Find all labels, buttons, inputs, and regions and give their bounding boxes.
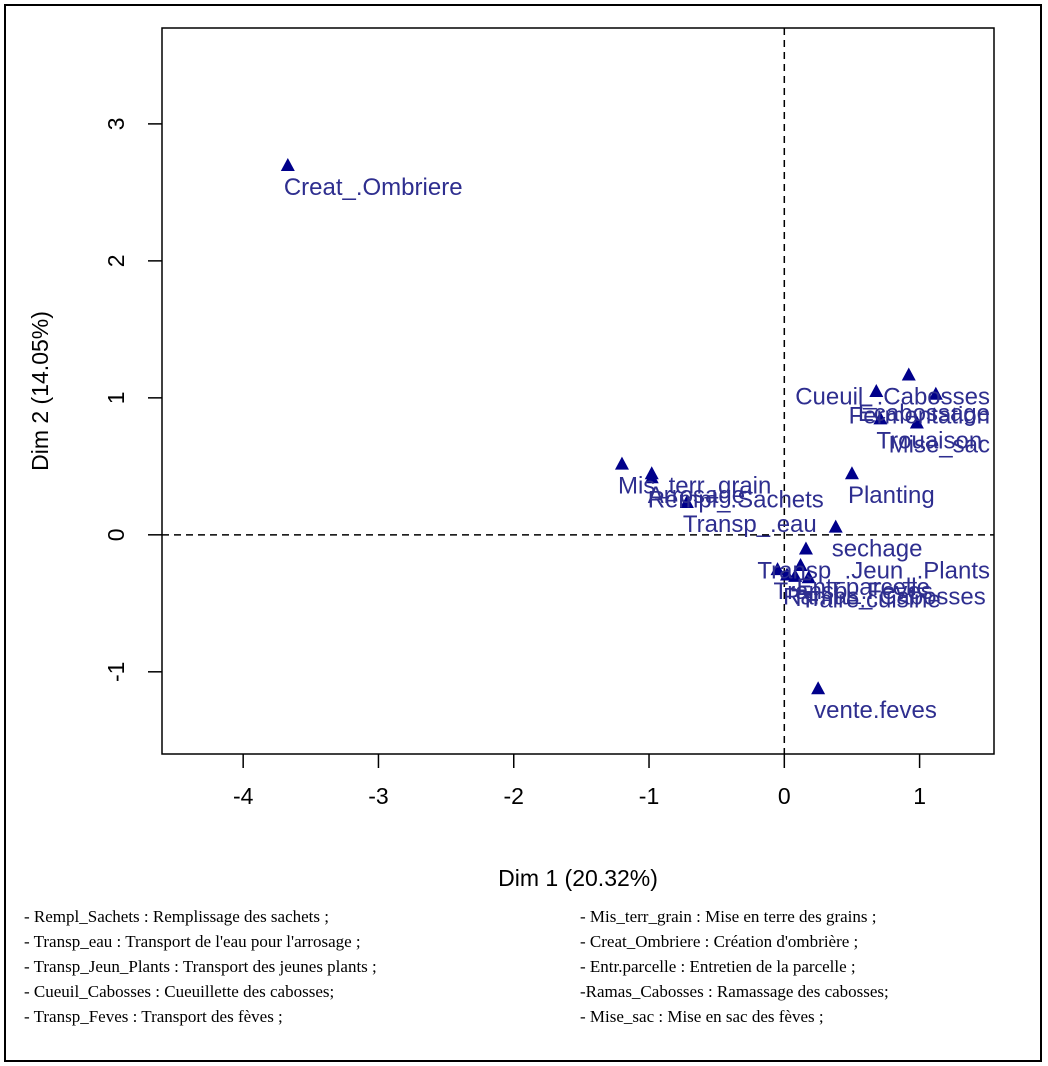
x-tick-label: -3	[368, 783, 388, 809]
point-label: Transp_.eau	[683, 511, 817, 538]
x-tick-label: -4	[233, 783, 254, 809]
point-label: Creat_.Ombriere	[284, 174, 463, 201]
x-tick-label: -2	[504, 783, 524, 809]
point-label: Faire.cuisine	[805, 586, 941, 613]
point-label: Mise_sac	[889, 432, 990, 459]
legend-note: - Rempl_Sachets : Remplissage des sachet…	[24, 904, 377, 929]
legend-note: - Cueuil_Cabosses : Cueuillette des cabo…	[24, 979, 377, 1004]
point-label: vente.feves	[814, 697, 937, 724]
point-marker	[811, 681, 825, 694]
x-axis-label: Dim 1 (20.32%)	[498, 865, 658, 891]
y-tick-label: 2	[103, 254, 129, 267]
legend-note: - Transp_Feves : Transport des fèves ;	[24, 1004, 377, 1029]
y-tick-label: 3	[103, 117, 129, 130]
legend-note: - Mise_sac : Mise en sac des fèves ;	[580, 1004, 889, 1029]
y-tick-label: 0	[103, 528, 129, 541]
point-marker	[799, 542, 813, 555]
legend-notes-left: - Rempl_Sachets : Remplissage des sachet…	[24, 904, 377, 1029]
point-marker	[281, 158, 295, 171]
point-marker	[845, 466, 859, 479]
y-tick-label: 1	[103, 391, 129, 404]
point-label: Tri	[791, 585, 818, 612]
point-marker	[615, 457, 629, 470]
x-tick-label: 1	[913, 783, 926, 809]
figure-frame: -4 -3 -2 -1 0 1 -1 0 1 2 3 Creat_.Ombriere Cueuil_…	[4, 4, 1042, 1062]
y-tick-label: -1	[103, 662, 129, 682]
legend-note: - Mis_terr_grain : Mise en terre des gra…	[580, 904, 889, 929]
legend-note: - Creat_Ombriere : Création d'ombrière ;	[580, 929, 889, 954]
y-axis-label: Dim 2 (14.05%)	[27, 311, 53, 471]
point-marker	[902, 368, 916, 381]
x-axis-ticks: -4 -3 -2 -1 0 1	[233, 754, 926, 809]
legend-note: - Transp_Jeun_Plants : Transport des jeu…	[24, 954, 377, 979]
y-axis-ticks: -1 0 1 2 3	[103, 117, 162, 682]
point-markers	[281, 158, 943, 694]
x-tick-label: -1	[639, 783, 659, 809]
legend-note: - Entr.parcelle : Entretien de la parcel…	[580, 954, 889, 979]
point-label: Ecabossage	[858, 400, 990, 427]
legend-note: - Transp_eau : Transport de l'eau pour l…	[24, 929, 377, 954]
point-label: Planting	[848, 482, 935, 509]
x-tick-label: 0	[778, 783, 791, 809]
point-label: Rempl_.Sachets	[648, 486, 824, 513]
scatter-plot: -4 -3 -2 -1 0 1 -1 0 1 2 3 Creat_.OmbriereCueuil_…	[6, 6, 1040, 1060]
legend-notes-right: - Mis_terr_grain : Mise en terre des gra…	[580, 904, 889, 1029]
point-labels: Creat_.OmbriereCueuil_.CabossesFermentat…	[284, 174, 990, 724]
point-marker	[829, 520, 843, 533]
legend-note: -Ramas_Cabosses : Ramassage des cabosses…	[580, 979, 889, 1004]
